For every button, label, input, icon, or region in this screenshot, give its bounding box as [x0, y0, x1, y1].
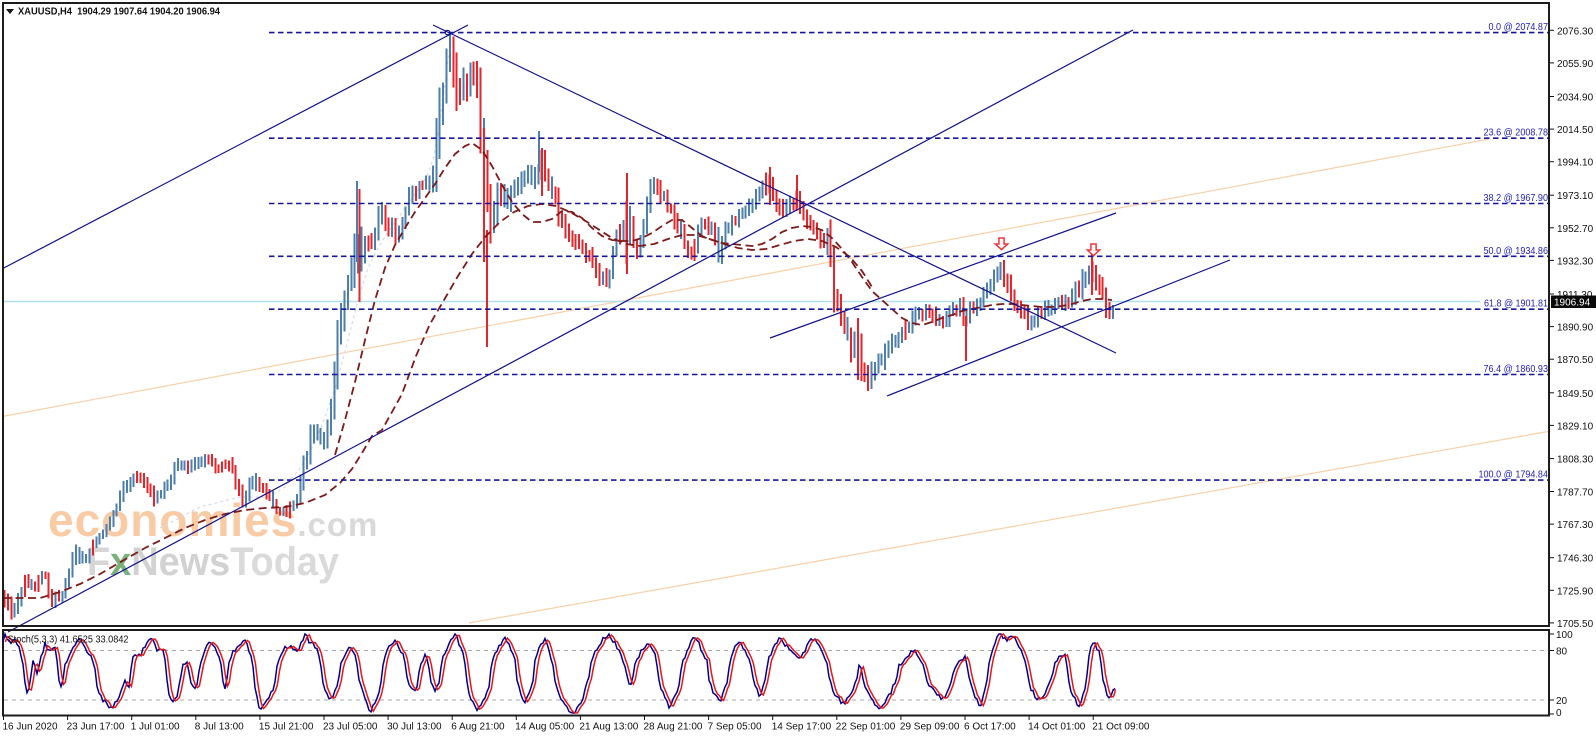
svg-text:100.0 @ 1794.84: 100.0 @ 1794.84: [1479, 470, 1549, 481]
svg-text:14 Oct 01:00: 14 Oct 01:00: [1028, 722, 1086, 733]
svg-text:2014.50: 2014.50: [1557, 125, 1594, 136]
svg-text:0.0 @ 2074.87: 0.0 @ 2074.87: [1489, 22, 1549, 33]
svg-text:14 Aug 05:00: 14 Aug 05:00: [515, 722, 574, 733]
svg-text:1767.30: 1767.30: [1557, 520, 1594, 531]
svg-text:1973.10: 1973.10: [1557, 191, 1594, 202]
svg-text:80: 80: [1556, 647, 1568, 658]
svg-text:Stoch(5,3,3) 41.6525 33.0842: Stoch(5,3,3) 41.6525 33.0842: [8, 635, 129, 646]
svg-text:100: 100: [1556, 630, 1573, 641]
svg-text:20: 20: [1556, 696, 1568, 707]
svg-text:1 Jul 01:00: 1 Jul 01:00: [131, 722, 180, 733]
svg-text:2034.90: 2034.90: [1557, 93, 1594, 104]
svg-text:1906.94: 1906.94: [1554, 298, 1591, 309]
svg-text:0: 0: [1556, 708, 1562, 719]
svg-text:1994.10: 1994.10: [1557, 158, 1594, 169]
svg-text:1870.50: 1870.50: [1557, 355, 1594, 366]
svg-text:1829.10: 1829.10: [1557, 421, 1594, 432]
svg-text:61.8 @ 1901.81: 61.8 @ 1901.81: [1484, 299, 1548, 310]
svg-text:1705.50: 1705.50: [1557, 619, 1594, 630]
svg-text:23 Jul 05:00: 23 Jul 05:00: [323, 722, 378, 733]
svg-text:23 Jun 17:00: 23 Jun 17:00: [67, 722, 125, 733]
svg-text:7 Sep 05:00: 7 Sep 05:00: [708, 722, 762, 733]
svg-text:6 Oct 17:00: 6 Oct 17:00: [964, 722, 1016, 733]
svg-text:2076.30: 2076.30: [1557, 26, 1594, 37]
svg-text:21 Oct 09:00: 21 Oct 09:00: [1092, 722, 1150, 733]
svg-text:50.0 @ 1934.86: 50.0 @ 1934.86: [1484, 246, 1549, 257]
svg-text:28 Aug 21:00: 28 Aug 21:00: [644, 722, 703, 733]
svg-text:29 Sep 09:00: 29 Sep 09:00: [900, 722, 960, 733]
svg-text:30 Jul 13:00: 30 Jul 13:00: [387, 722, 442, 733]
svg-text:22 Sep 01:00: 22 Sep 01:00: [836, 722, 896, 733]
svg-text:76.4 @ 1860.93: 76.4 @ 1860.93: [1484, 364, 1549, 375]
svg-text:8 Jul 13:00: 8 Jul 13:00: [195, 722, 244, 733]
svg-text:1725.90: 1725.90: [1557, 586, 1594, 597]
svg-text:14 Sep 17:00: 14 Sep 17:00: [772, 722, 832, 733]
svg-text:1787.70: 1787.70: [1557, 488, 1594, 499]
svg-text:23.6 @ 2008.78: 23.6 @ 2008.78: [1484, 128, 1549, 139]
svg-text:1932.30: 1932.30: [1557, 256, 1594, 267]
svg-text:FxNewsToday: FxNewsToday: [87, 540, 340, 584]
svg-text:21 Aug 13:00: 21 Aug 13:00: [579, 722, 638, 733]
svg-text:6 Aug 21:00: 6 Aug 21:00: [451, 722, 505, 733]
svg-text:2055.90: 2055.90: [1557, 59, 1594, 70]
svg-text:1808.30: 1808.30: [1557, 455, 1594, 466]
svg-text:15 Jul 21:00: 15 Jul 21:00: [259, 722, 314, 733]
svg-text:38.2 @ 1967.90: 38.2 @ 1967.90: [1484, 193, 1549, 204]
svg-text:1849.50: 1849.50: [1557, 389, 1594, 400]
svg-text:16 Jun 2020: 16 Jun 2020: [3, 722, 58, 733]
svg-text:XAUUSD,H4 1904.29 1907.64 190: XAUUSD,H4 1904.29 1907.64 1904.20 1906.9…: [18, 6, 220, 18]
svg-text:1746.30: 1746.30: [1557, 554, 1594, 565]
svg-text:1952.70: 1952.70: [1557, 224, 1594, 235]
svg-text:1890.90: 1890.90: [1557, 323, 1594, 334]
